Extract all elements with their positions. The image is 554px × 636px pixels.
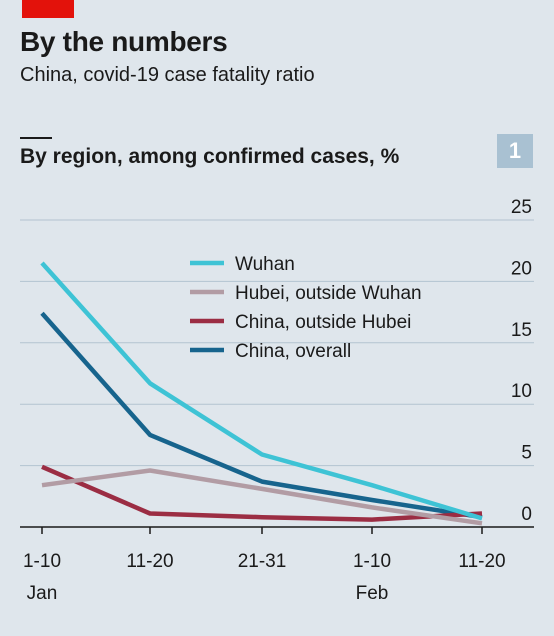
heading-rule bbox=[20, 137, 52, 139]
x-tick-label-1: 11-20 bbox=[126, 551, 173, 572]
x-tick-label-3: 1-10 bbox=[353, 551, 391, 572]
y-tick-label-10: 10 bbox=[511, 381, 532, 402]
x-tick-label-4: 11-20 bbox=[458, 551, 505, 572]
series-line-1 bbox=[41, 468, 483, 526]
red-tag bbox=[22, 0, 74, 18]
y-tick-label-25: 25 bbox=[511, 197, 532, 218]
x-tick-label-2: 21-31 bbox=[238, 551, 287, 572]
y-tick-label-0: 0 bbox=[521, 504, 532, 525]
panel-number-badge: 1 bbox=[497, 134, 533, 168]
series-line-3 bbox=[40, 311, 483, 520]
series-line-2 bbox=[41, 464, 483, 522]
y-tick-label-5: 5 bbox=[521, 443, 532, 464]
x-month-label-0: Jan bbox=[27, 583, 58, 604]
legend-label-3: China, overall bbox=[235, 341, 351, 362]
y-tick-label-20: 20 bbox=[511, 258, 532, 279]
page-subtitle: China, covid-19 case fatality ratio bbox=[20, 64, 315, 86]
x-month-label-3: Feb bbox=[356, 583, 389, 604]
x-tick-label-0: 1-10 bbox=[23, 551, 61, 572]
y-tick-label-15: 15 bbox=[511, 320, 532, 341]
page-title: By the numbers bbox=[20, 26, 228, 57]
legend-label-0: Wuhan bbox=[235, 254, 295, 275]
legend-label-1: Hubei, outside Wuhan bbox=[235, 283, 422, 304]
series-line-0 bbox=[40, 261, 483, 521]
chart-title: By region, among confirmed cases, % bbox=[20, 145, 400, 168]
legend-label-2: China, outside Hubei bbox=[235, 312, 411, 333]
